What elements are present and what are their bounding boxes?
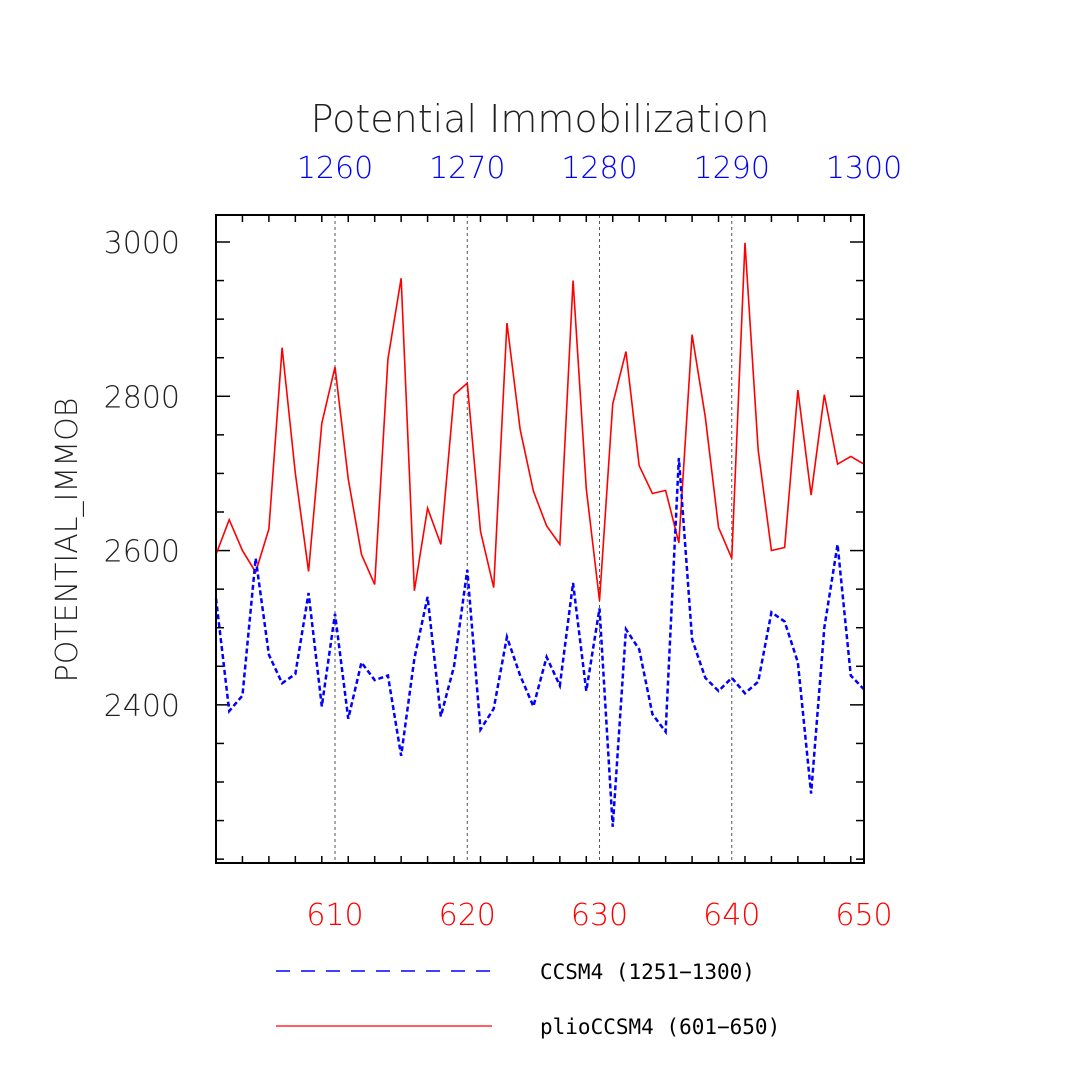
x-bottom-tick-label: 650 [835,898,892,933]
axis-ticks [215,215,864,863]
series-line-pliocsm4 [215,242,865,601]
tick-labels: 2400 2600 2800 3000 610 620 630 640 650 1260 1270 1… [104,151,903,933]
y-tick-label: 2400 [104,689,180,724]
y-axis-label: POTENTIAL_IMMOB [50,398,85,683]
x-top-tick-label: 1260 [297,151,373,186]
x-top-tick-label: 1300 [826,151,902,186]
series-line-ccsm4 [214,457,865,827]
x-top-tick-label: 1290 [694,151,770,186]
legend: CCSM4 (1251−1300) plioCCSM4 (601−650) [276,960,780,1039]
x-top-tick-label: 1270 [429,151,505,186]
series-layer [214,242,865,827]
x-bottom-tick-label: 630 [571,898,628,933]
y-tick-label: 2600 [104,535,180,570]
legend-label-ccsm4: CCSM4 (1251−1300) [540,960,755,984]
x-bottom-tick-label: 640 [703,898,760,933]
x-bottom-tick-label: 610 [306,898,363,933]
x-bottom-tick-label: 620 [439,898,496,933]
legend-label-pliocsm4: plioCCSM4 (601−650) [540,1015,780,1039]
plot-frame [215,214,865,864]
gridlines [334,215,733,863]
x-top-tick-label: 1280 [561,151,637,186]
y-tick-label: 3000 [104,226,180,261]
chart-title: Potential Immobilization [311,97,770,141]
y-tick-label: 2800 [104,380,180,415]
